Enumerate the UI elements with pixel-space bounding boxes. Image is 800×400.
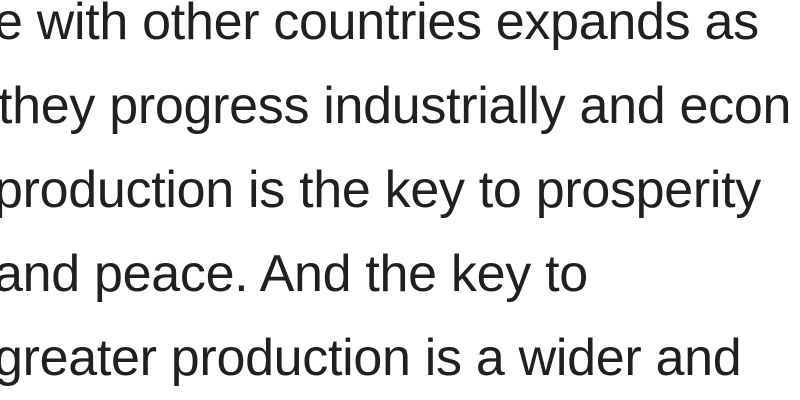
text-line-3: production is the key to prosperity [0,161,762,219]
text-line-4: and peace. And the key to [0,245,588,303]
text-line-1: e with other countries expands as [0,0,759,51]
text-line-5: greater production is a wider and [0,329,742,387]
text-line-2: they progress industrially and econ [0,77,792,135]
